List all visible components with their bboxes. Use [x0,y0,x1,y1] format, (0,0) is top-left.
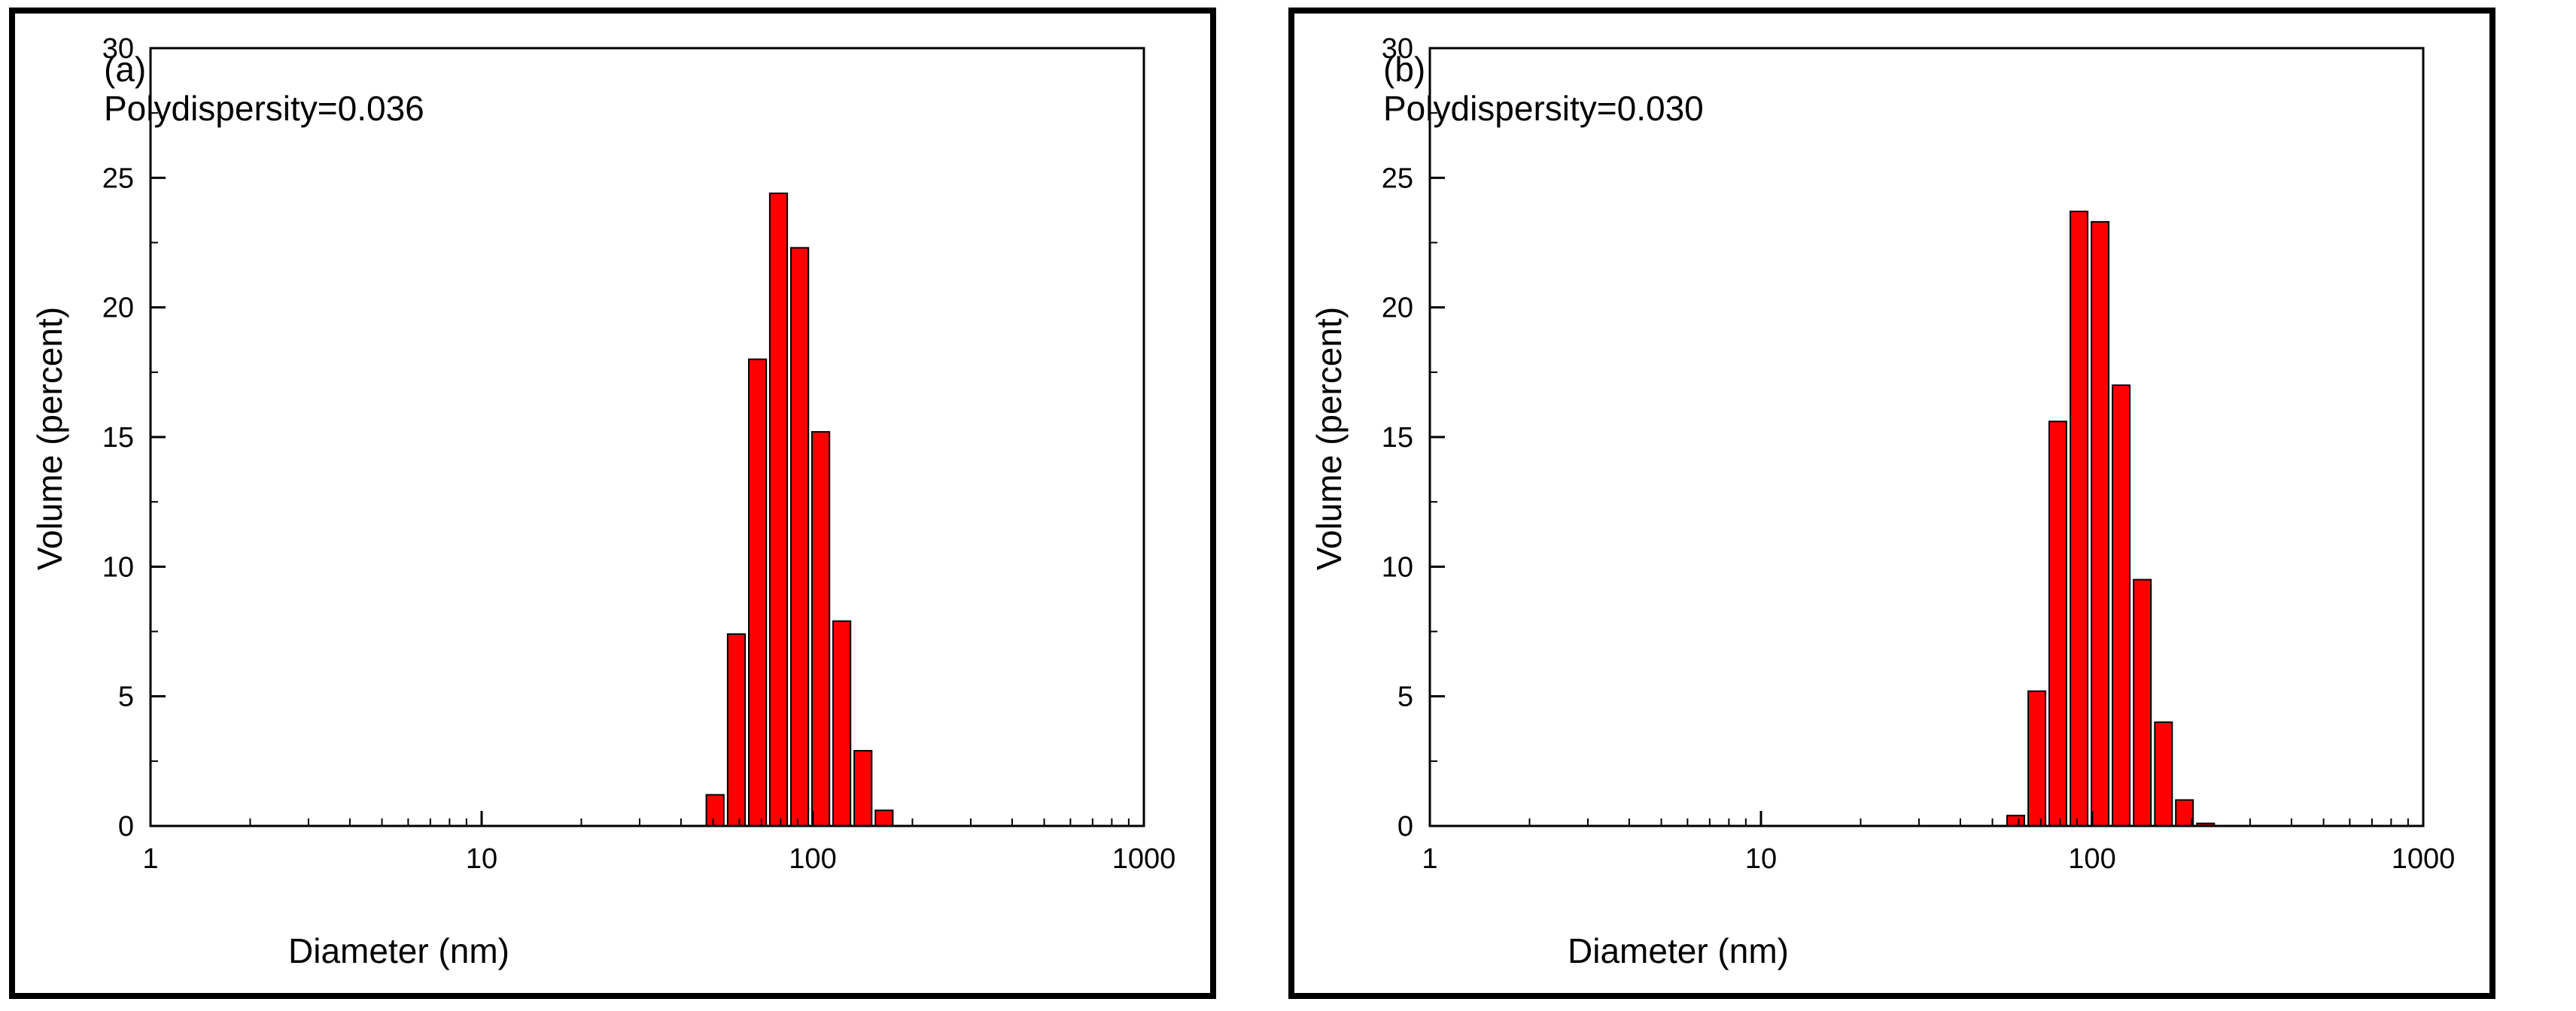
bar-2 [726,633,747,827]
plot-area: 1 10 100 1000 0 5 10 15 20 25 30 [1382,33,2456,875]
y-tick-label: 15 [1382,422,1413,454]
y-tick-label: 10 [1382,551,1413,583]
bar-9 [2175,799,2194,827]
bar-8 [2154,721,2173,827]
plot-frame [1428,47,2425,827]
y-tick-label: 5 [1397,682,1413,713]
y-axis-title: Volume (percent) [30,307,69,570]
bar-1 [2006,815,2025,827]
y-tick-label: 10 [102,551,134,583]
x-tick-label: 100 [2068,843,2115,875]
x-tick-label: 1 [142,843,158,875]
polydispersity-label: Polydispersity=0.036 [104,89,424,128]
x-axis-title: Diameter (nm) [1568,931,1789,970]
bar-1 [705,794,725,827]
plot-area: 1 10 100 1000 0 5 10 15 20 25 30 [102,33,1176,875]
y-tick-label: 20 [102,293,134,324]
x-tick-label: 1 [1422,843,1437,875]
y-tick-label: 30 [102,33,134,65]
bar-6 [2112,384,2131,827]
x-tick-label: 1000 [1112,843,1176,875]
panel-label: (a) [104,50,146,89]
bar-4 [2070,211,2089,827]
bar-3 [2048,420,2067,827]
bar-5 [2091,220,2110,827]
x-tick-label: 10 [1745,843,1777,875]
y-axis-title: Volume (percent) [1309,307,1349,570]
bar-5 [790,247,810,827]
y-tick-label: 20 [1382,293,1413,324]
x-tick-label: 100 [789,843,836,875]
chart-panel-b: (b) Polydispersity=0.030 Diameter (nm) V… [1288,8,2495,999]
y-tick-label: 15 [102,422,134,454]
x-tick-label: 10 [466,843,497,875]
x-axis-title: Diameter (nm) [288,931,509,970]
bar-9 [874,809,894,827]
x-tick-label: 1000 [2392,843,2456,875]
chart-b-svg: (b) Polydispersity=0.030 Diameter (nm) V… [1309,33,2456,970]
y-tick-label: 0 [1397,811,1413,842]
y-tick-label: 0 [118,811,134,842]
y-tick-label: 25 [1382,162,1413,194]
y-tick-label: 5 [118,682,134,713]
bar-8 [853,750,873,827]
bar-6 [811,431,831,827]
bar-7 [832,620,852,827]
polydispersity-label: Polydispersity=0.030 [1383,89,1704,128]
y-tick-label: 25 [102,162,134,194]
bar-4 [768,193,789,827]
bar-3 [748,358,768,827]
bar-2 [2027,690,2047,827]
y-tick-label: 30 [1382,33,1413,65]
bar-7 [2133,578,2152,827]
plot-frame [149,47,1145,827]
chart-a-svg: (a) Polydispersity=0.036 Diameter (nm) V… [30,33,1176,970]
chart-panel-a: (a) Polydispersity=0.036 Diameter (nm) V… [9,8,1216,999]
panel-label: (b) [1383,50,1425,89]
